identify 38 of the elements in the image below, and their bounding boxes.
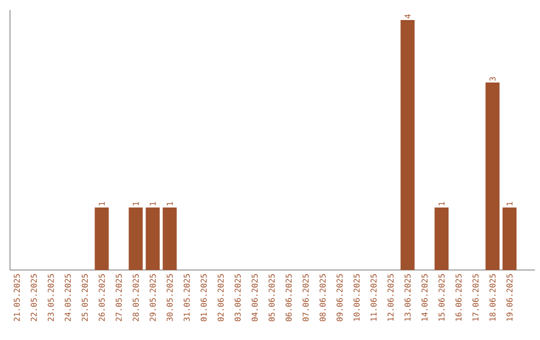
- x-tick-label: 02.06.2025: [218, 274, 224, 322]
- x-tick-label: 09.06.2025: [336, 274, 343, 322]
- data-label: 1: [438, 202, 444, 206]
- x-tick-label: 28.05.2025: [132, 274, 139, 322]
- data-label: 4: [404, 14, 410, 18]
- x-tick-label: 27.05.2025: [116, 274, 122, 322]
- x-tick-label: 26.05.2025: [98, 274, 105, 322]
- x-tick-label: 14.06.2025: [422, 274, 428, 321]
- data-label: 1: [166, 202, 173, 206]
- x-tick-label: 07.06.2025: [302, 274, 309, 322]
- x-tick-label: 11.06.2025: [370, 274, 377, 321]
- data-label: 3: [490, 77, 496, 81]
- x-tick-label: 16.06.2025: [456, 274, 462, 321]
- x-tick-label: 24.05.2025: [64, 274, 71, 322]
- x-tick-label: 06.06.2025: [286, 274, 292, 322]
- x-tick-label: 30.05.2025: [166, 274, 173, 322]
- x-tick-label: 10.06.2025: [354, 274, 360, 321]
- x-tick-label: 13.06.2025: [404, 274, 411, 321]
- data-label: 1: [506, 202, 512, 206]
- x-tick-label: 22.05.2025: [30, 274, 37, 322]
- x-tick-label: 12.06.2025: [388, 274, 394, 321]
- x-tick-label: 23.05.2025: [48, 274, 54, 322]
- x-tick-label: 21.05.2025: [14, 274, 20, 322]
- x-tick-label: 08.06.2025: [320, 274, 326, 322]
- x-tick-label: 18.06.2025: [490, 274, 496, 321]
- x-tick-label: 05.06.2025: [268, 274, 275, 322]
- x-tick-label: 03.06.2025: [234, 274, 241, 322]
- x-tick-label: 29.05.2025: [150, 274, 156, 322]
- data-label: 1: [150, 202, 156, 206]
- x-tick-label: 17.06.2025: [472, 274, 479, 321]
- data-label: 1: [132, 202, 139, 206]
- x-tick-label: 04.06.2025: [252, 274, 258, 322]
- x-tick-label: 19.06.2025: [506, 274, 513, 321]
- x-tick-label: 01.06.2025: [200, 274, 207, 322]
- x-tick-label: 15.06.2025: [438, 274, 445, 321]
- x-tick-label: 31.05.2025: [184, 274, 190, 322]
- data-label: 1: [98, 202, 105, 206]
- x-tick-label: 25.05.2025: [82, 274, 88, 322]
